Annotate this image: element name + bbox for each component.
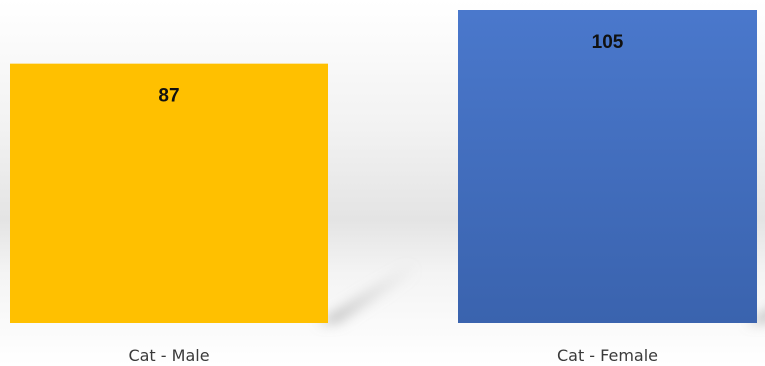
category-label: Cat - Female [557,346,658,365]
bar-cat-female [458,10,757,323]
data-labels: 87 105 [158,32,623,107]
bar-cat-male [10,63,328,324]
bars [10,10,757,324]
category-label: Cat - Male [128,346,209,365]
bar-shadow-0 [318,265,418,323]
data-label: 105 [592,32,624,53]
data-label: 87 [158,86,179,107]
category-labels: Cat - Male Cat - Female [128,346,658,365]
